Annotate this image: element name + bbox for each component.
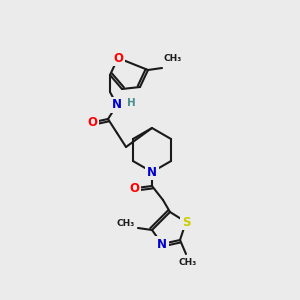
Text: H: H [127, 98, 135, 108]
Text: N: N [157, 238, 167, 250]
Text: CH₃: CH₃ [117, 220, 135, 229]
Text: O: O [129, 182, 139, 194]
Text: N: N [112, 98, 122, 112]
Text: O: O [113, 52, 123, 64]
Text: CH₃: CH₃ [179, 258, 197, 267]
Text: N: N [147, 166, 157, 178]
Text: S: S [182, 215, 190, 229]
Text: CH₃: CH₃ [164, 54, 182, 63]
Text: O: O [87, 116, 97, 128]
